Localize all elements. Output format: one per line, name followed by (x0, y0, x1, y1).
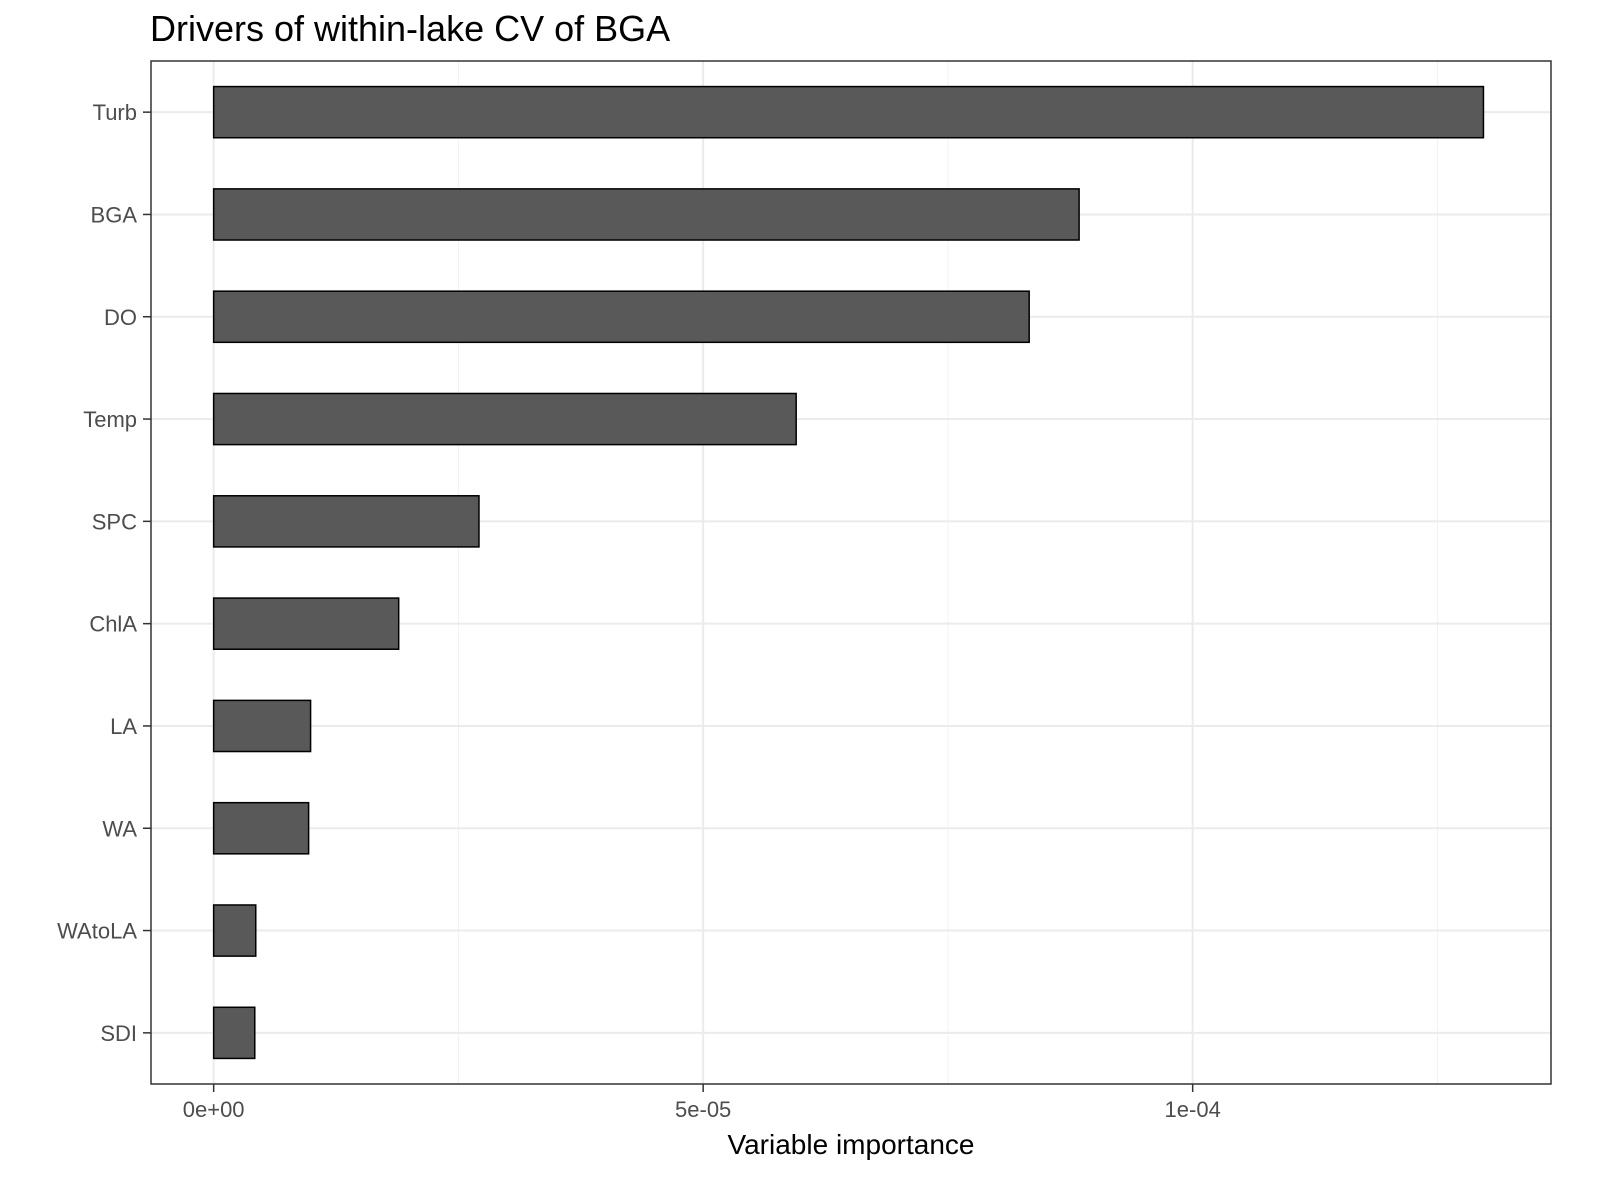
x-axis-title: Variable importance (728, 1129, 975, 1160)
panel-border (150, 60, 1552, 1085)
y-tick-label: Turb (93, 100, 137, 125)
bar-bga (212, 188, 1080, 241)
y-axis: Turb BGA DO Temp SPC ChlA LA WA WAtoLA SDI (57, 100, 151, 1046)
y-tick-label: BGA (91, 202, 138, 227)
y-tick-label: WAtoLA (57, 919, 137, 944)
bar-la (212, 699, 312, 753)
bars (212, 85, 1485, 1060)
y-tick-label: DO (104, 305, 137, 330)
x-axis: 0e+00 5e-05 1e-04 (183, 1084, 1221, 1122)
y-tick-label: ChlA (89, 612, 137, 637)
y-tick-label: SDI (100, 1021, 137, 1046)
bar-wa (212, 801, 310, 855)
bar-watola (212, 904, 257, 957)
x-tick-label: 5e-05 (675, 1097, 731, 1122)
bar-temp (212, 392, 797, 446)
y-tick-label: WA (102, 816, 137, 841)
y-tick-label: SPC (92, 509, 137, 534)
bar-spc (212, 495, 480, 548)
bar-chla (212, 597, 400, 650)
x-tick-label: 0e+00 (183, 1097, 245, 1122)
x-tick-label: 1e-04 (1165, 1097, 1221, 1122)
chart-title: Drivers of within-lake CV of BGA (150, 8, 671, 49)
bar-sdi (212, 1006, 256, 1060)
bar-turb (212, 85, 1485, 139)
y-tick-label: Temp (83, 407, 137, 432)
bar-do (212, 290, 1030, 344)
y-tick-label: LA (110, 714, 137, 739)
